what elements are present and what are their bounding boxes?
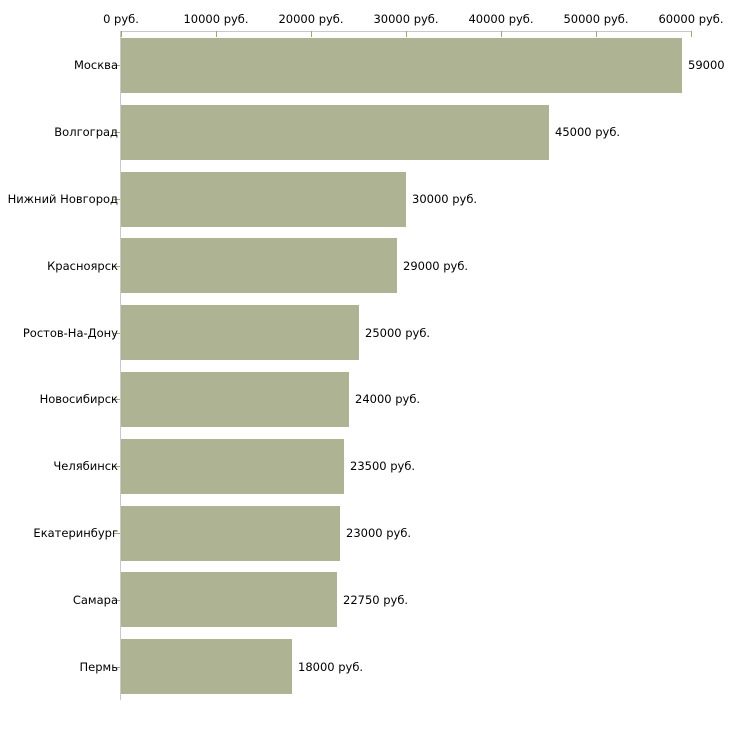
x-tick-label: 30000 руб. [373,12,439,26]
x-tick-label: 40000 руб. [468,12,534,26]
y-axis-line [120,31,121,700]
bar[interactable] [121,238,397,293]
x-tick-label: 60000 руб. [658,12,724,26]
y-tick-mark [114,399,120,400]
y-tick-label: Волгоград [54,125,118,140]
x-tick-mark [691,31,692,37]
y-tick-mark [114,266,120,267]
bar[interactable] [121,105,549,160]
bar-value-label: 59000 [688,58,725,73]
bar-value-label: 22750 руб. [343,592,409,607]
bar-value-label: 45000 руб. [555,125,621,140]
bar-value-label: 23000 руб. [346,526,412,540]
x-tick-label: 20000 руб. [278,12,344,26]
bar[interactable] [121,572,337,627]
bar-value-label: 23500 руб. [350,459,416,474]
x-tick-mark [596,31,597,37]
y-tick-label: Самара [72,592,118,607]
bar[interactable] [121,372,349,427]
bar[interactable] [121,172,406,227]
bar[interactable] [121,38,682,93]
y-tick-label: Красноярск [47,258,118,273]
y-tick-label: Нижний Новгород [7,192,118,206]
y-tick-mark [114,600,120,601]
x-tick-mark [501,31,502,37]
bar-value-label: 29000 руб. [403,258,469,273]
y-tick-mark [114,199,120,200]
bar-value-label: 18000 руб. [298,659,364,674]
y-tick-label: Москва [73,58,118,73]
x-tick-label: 10000 руб. [183,12,249,26]
y-tick-mark [114,667,120,668]
y-tick-mark [114,466,120,467]
y-tick-label: Пермь [79,659,118,674]
x-tick-label: 0 руб. [103,12,139,26]
y-tick-label: Челябинск [53,459,118,474]
x-axis-line [120,31,691,32]
y-tick-mark [114,132,120,133]
y-tick-mark [114,65,120,66]
y-tick-label: Екатеринбург [33,526,118,540]
y-tick-label: Ростов-На-Дону [22,325,118,340]
y-tick-mark [114,333,120,334]
y-tick-label: Новосибирск [39,392,118,407]
bar-value-label: 30000 руб. [412,192,478,206]
x-tick-mark [121,31,122,37]
bar-value-label: 24000 руб. [355,392,421,407]
bar[interactable] [121,639,292,694]
bar[interactable] [121,305,359,360]
x-tick-mark [216,31,217,37]
bar-value-label: 25000 руб. [365,325,431,340]
x-tick-label: 50000 руб. [563,12,629,26]
x-tick-mark [406,31,407,37]
bar[interactable] [121,506,340,561]
x-tick-mark [311,31,312,37]
y-tick-mark [114,533,120,534]
bar[interactable] [121,439,344,494]
